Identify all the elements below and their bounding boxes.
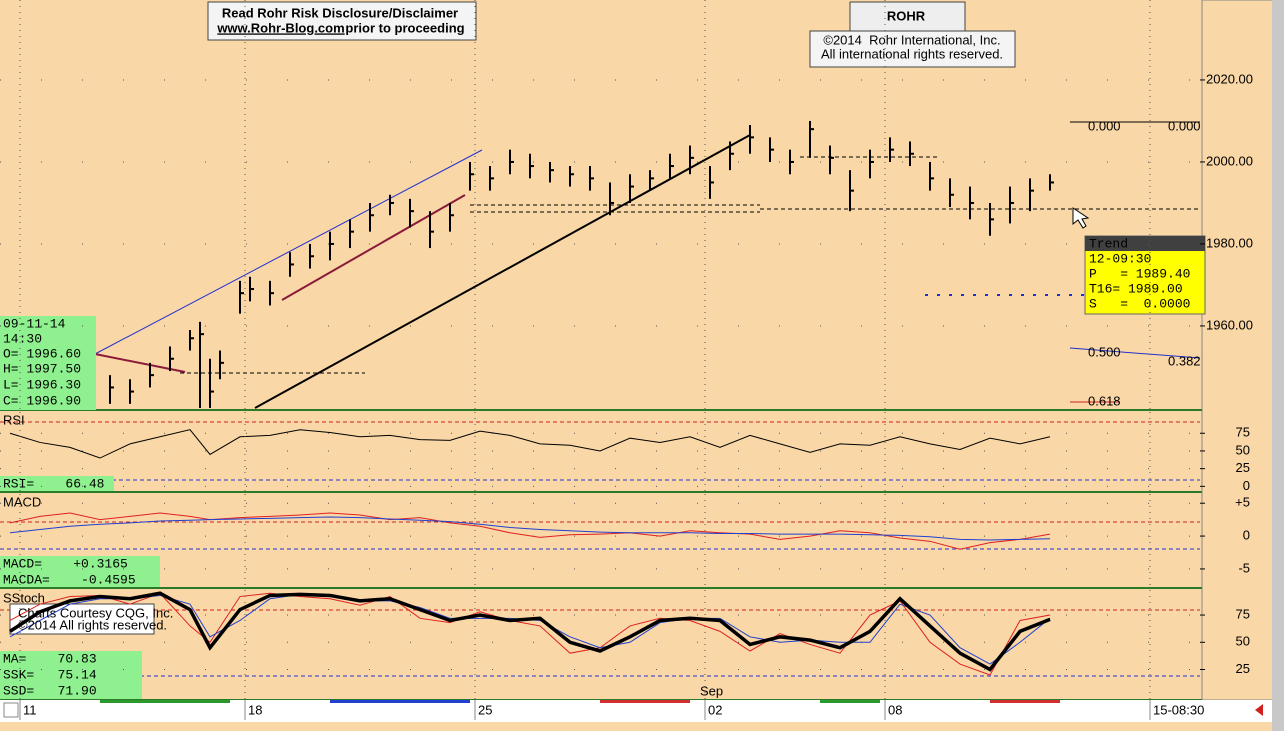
x-tick-label: 02 bbox=[708, 702, 722, 717]
annotation: MA= 70.83 bbox=[3, 651, 97, 666]
panel-title: RSI bbox=[3, 412, 25, 427]
y-tick-label: 50 bbox=[1236, 442, 1250, 457]
series-line bbox=[9, 591, 1051, 672]
annotation: RSI= 66.48 bbox=[3, 476, 104, 491]
axis-panel bbox=[1201, 0, 1284, 701]
y-tick-label: 2020.00 bbox=[1206, 71, 1253, 86]
panel-title: MACD bbox=[3, 494, 41, 509]
series-line bbox=[9, 512, 1051, 550]
annotation: All international rights reserved. bbox=[821, 46, 1003, 61]
y-tick-label: 25 bbox=[1236, 460, 1250, 475]
x-tick-label: 18 bbox=[248, 702, 262, 717]
series-line bbox=[9, 592, 1051, 676]
annotation: ©2014 Rohr International, Inc. bbox=[823, 32, 1000, 47]
series-line bbox=[9, 516, 1051, 541]
annotation: SSK= 75.14 bbox=[3, 667, 97, 682]
y-tick-label: +5 bbox=[1235, 495, 1250, 510]
y-tick-label: -5 bbox=[1238, 560, 1250, 575]
y-tick-label: 50 bbox=[1236, 634, 1250, 649]
annotation: Trend bbox=[1089, 236, 1128, 251]
annotation: 0.382 bbox=[1168, 353, 1201, 368]
x-tick-label: 11 bbox=[23, 702, 37, 717]
annotation: 0.618 bbox=[1088, 393, 1121, 408]
x-tick-label: 08 bbox=[888, 702, 902, 717]
annotation: S = 0.0000 bbox=[1089, 296, 1190, 311]
annotation: T16= 1989.00 bbox=[1089, 281, 1183, 296]
annotation: C= 1996.90 bbox=[3, 393, 81, 408]
annotation: SSD= 71.90 bbox=[3, 683, 97, 698]
annotation: L= 1996.30 bbox=[3, 377, 81, 392]
x-tick-label: 15-08:30 bbox=[1153, 702, 1204, 717]
y-tick-label: 75 bbox=[1236, 425, 1250, 440]
annotation: Charts Courtesy CQG, Inc. bbox=[18, 605, 173, 620]
annotation: Sep bbox=[700, 683, 723, 698]
annotation: 12-09:30 bbox=[1089, 251, 1151, 266]
bottom-strip bbox=[0, 700, 1272, 722]
y-tick-label: 0 bbox=[1243, 528, 1250, 543]
series-line bbox=[9, 429, 1051, 459]
y-tick-label: 1980.00 bbox=[1206, 235, 1253, 250]
annotation: 14:30 bbox=[3, 331, 42, 346]
annotation: 0.500 bbox=[1088, 344, 1121, 359]
boxes bbox=[0, 1, 1206, 699]
window-frame bbox=[1272, 0, 1284, 731]
annotation: O= 1996.60 bbox=[3, 346, 81, 361]
annotation: H= 1997.50 bbox=[3, 361, 81, 376]
annotation: www.Rohr-Blog.com bbox=[216, 20, 344, 35]
annotation: ©2014 All rights reserved. bbox=[18, 617, 167, 632]
annotation: P = 1989.40 bbox=[1089, 266, 1190, 281]
x-tick-label: 25 bbox=[478, 702, 492, 717]
y-tick-label: 75 bbox=[1236, 606, 1250, 621]
annotation: 0.000 bbox=[1168, 118, 1201, 133]
annotation: ROHR bbox=[887, 8, 926, 23]
annotation: Read Rohr Risk Disclosure/Disclaimer bbox=[222, 5, 458, 20]
annotation: prior to proceeding bbox=[345, 20, 464, 35]
annotation: MACD= +0.3165 bbox=[3, 556, 128, 571]
y-tick-label: 25 bbox=[1236, 661, 1250, 676]
y-tick-label: 1960.00 bbox=[1206, 317, 1253, 332]
y-tick-label: 0 bbox=[1243, 478, 1250, 493]
annotation: MACDA= -0.4595 bbox=[3, 572, 136, 587]
y-tick-label: 2000.00 bbox=[1206, 153, 1253, 168]
panel-title: SStoch bbox=[3, 590, 45, 605]
annotation: 0.000 bbox=[1088, 118, 1121, 133]
annotation: 09-11-14 bbox=[3, 316, 66, 331]
